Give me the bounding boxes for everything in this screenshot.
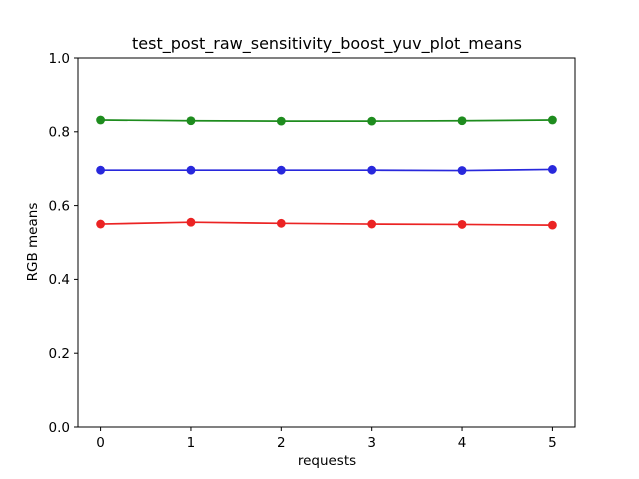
series-line-blue xyxy=(99,168,554,172)
data-point-marker-red xyxy=(96,219,105,229)
x-tick-label: 0 xyxy=(96,435,105,451)
x-axis-label: requests xyxy=(298,453,356,469)
data-point-marker-blue xyxy=(548,165,557,174)
y-tick-label: 1.0 xyxy=(49,51,70,67)
axes-layer: 0.0 0.2 0.4 0.6 0.8 1.0 0 1 2 3 4 5 xyxy=(49,51,576,451)
data-point-marker-green xyxy=(186,116,196,126)
y-tick-label: 0.0 xyxy=(49,420,70,436)
data-point-marker-green xyxy=(367,116,377,126)
x-tick-label: 4 xyxy=(458,435,467,451)
data-point-marker-green xyxy=(548,115,557,125)
data-point-marker-red xyxy=(457,220,467,229)
data-point-marker-blue xyxy=(367,165,377,175)
data-point-marker-red xyxy=(186,217,196,227)
data-point-marker-blue xyxy=(96,165,105,175)
series-line-red xyxy=(99,221,554,227)
x-tick-label: 1 xyxy=(187,435,196,451)
data-point-marker-red xyxy=(548,220,557,230)
series-layer xyxy=(96,115,557,230)
data-point-marker-blue xyxy=(457,166,467,175)
x-tick-label: 5 xyxy=(548,435,557,451)
data-point-marker-red xyxy=(276,218,286,228)
y-tick-label: 0.2 xyxy=(49,346,70,362)
y-tick-label: 0.6 xyxy=(49,198,70,214)
axes-frame xyxy=(77,57,576,428)
series-line-green xyxy=(99,119,554,122)
y-tick-label: 0.4 xyxy=(49,272,70,288)
data-point-marker-blue xyxy=(276,165,286,175)
chart-title: test_post_raw_sensitivity_boost_yuv_plot… xyxy=(132,34,522,54)
data-point-marker-blue xyxy=(186,165,196,175)
y-tick-label: 0.8 xyxy=(49,125,70,141)
data-point-marker-green xyxy=(96,115,105,125)
x-tick-label: 3 xyxy=(367,435,376,451)
y-axis-label: RGB means xyxy=(25,203,41,282)
data-point-marker-green xyxy=(276,116,286,126)
data-point-marker-green xyxy=(457,116,467,126)
x-tick-label: 2 xyxy=(277,435,286,451)
data-point-marker-red xyxy=(367,219,377,229)
